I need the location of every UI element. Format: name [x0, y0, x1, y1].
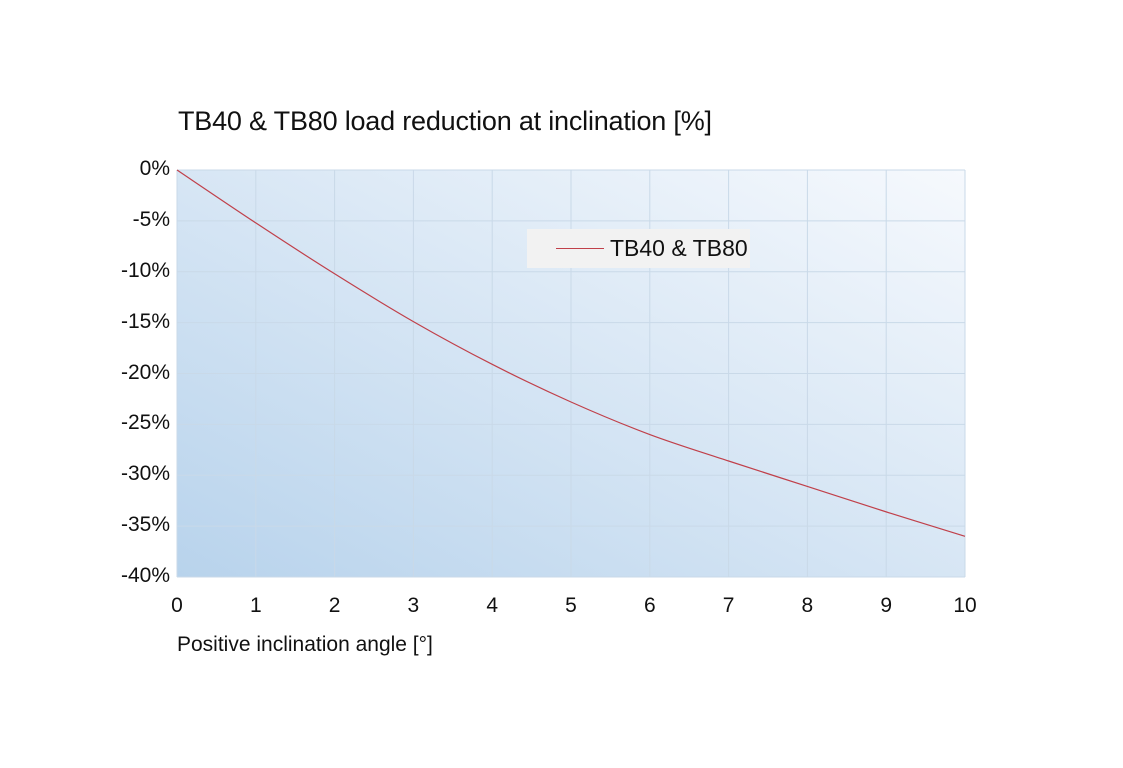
- y-tick-label: 0%: [139, 157, 170, 180]
- x-tick-label: 0: [171, 594, 183, 617]
- x-tick-label: 3: [407, 594, 420, 617]
- y-tick-label: -30%: [120, 462, 170, 486]
- x-tick-label: 5: [565, 594, 577, 617]
- x-tick-label: 2: [328, 594, 341, 617]
- x-tick-label: 1: [249, 594, 262, 617]
- x-tick-label: 6: [643, 594, 656, 617]
- x-tick-label: 4: [486, 594, 499, 617]
- y-tick-label: -20%: [120, 360, 170, 384]
- x-tick-label: 8: [801, 594, 814, 617]
- legend-line-swatch: [556, 248, 604, 249]
- x-tick-label: 7: [722, 594, 735, 617]
- x-axis-label: Positive inclination angle [°]: [177, 633, 433, 656]
- y-tick-label: -15%: [120, 309, 170, 333]
- x-tick-label: 10: [953, 594, 977, 617]
- legend: TB40 & TB80: [527, 229, 750, 268]
- y-tick-label: -40%: [120, 564, 170, 587]
- legend-label: TB40 & TB80: [610, 235, 748, 261]
- chart-title: TB40 & TB80 load reduction at inclinatio…: [178, 106, 712, 136]
- y-tick-label: -25%: [120, 411, 170, 435]
- y-tick-label: -35%: [120, 513, 170, 537]
- x-tick-label: 9: [880, 594, 893, 617]
- series-line: [176, 169, 966, 537]
- y-tick-label: -10%: [120, 258, 170, 282]
- y-tick-label: -5%: [132, 207, 170, 231]
